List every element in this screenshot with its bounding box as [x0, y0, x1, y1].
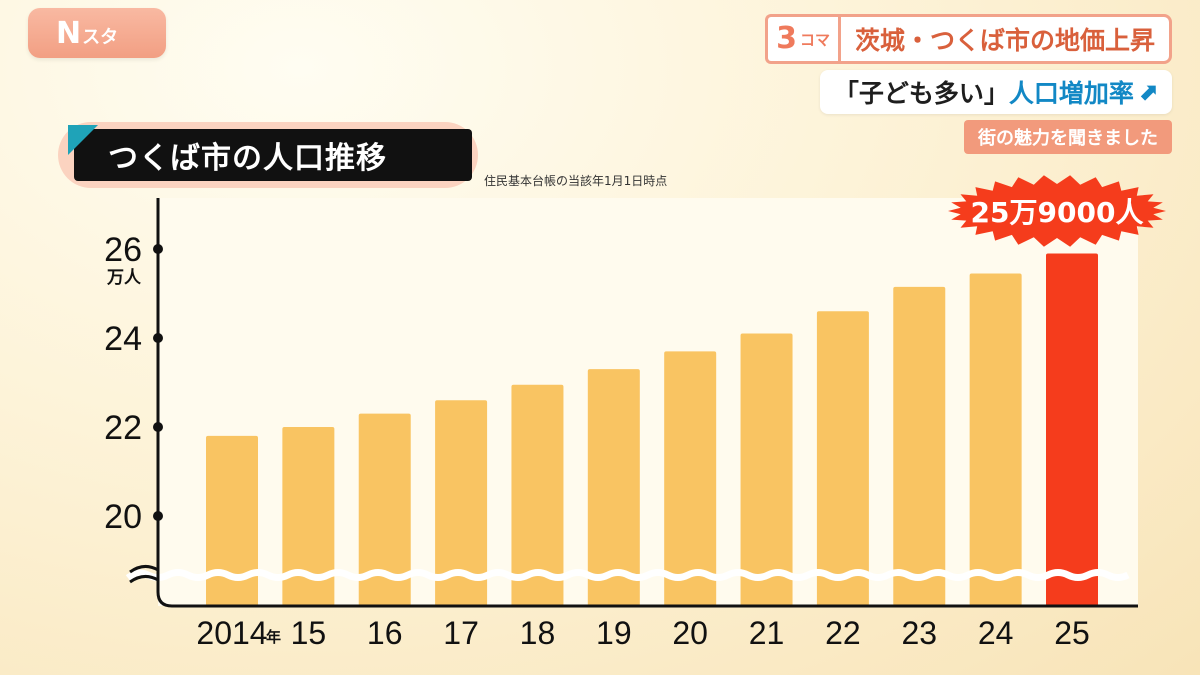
bar-18 [511, 384, 564, 606]
bar-21 [740, 333, 793, 606]
axis-break-wave [125, 569, 1130, 581]
logo-sub: スタ [82, 27, 119, 48]
axis-break-mark-upper [129, 565, 159, 574]
chart-title: つくば市の人口推移 [74, 129, 472, 181]
y-tick-dot-20 [153, 511, 163, 521]
segment-number: 3 [776, 21, 797, 56]
headline-accent: 人口増加率 [1008, 79, 1134, 108]
bar-22 [816, 311, 869, 606]
axis-break-marks [125, 565, 1130, 584]
source-note: 住民基本台帳の当該年1月1日時点 [484, 174, 668, 188]
y-tick-dot-26 [153, 244, 163, 254]
sub-headline: 街の魅力を聞きました [964, 120, 1172, 154]
corner-accent-icon [68, 125, 98, 155]
bar-24 [969, 273, 1022, 606]
x-label-21: 21 [749, 615, 785, 651]
arrow-up-right-icon: ⬈ [1137, 78, 1158, 106]
y-tick-dot-22 [153, 422, 163, 432]
bar-17 [435, 400, 488, 606]
x-label-25: 25 [1054, 615, 1090, 651]
x-label-24: 24 [978, 615, 1014, 651]
y-axis-unit: 万人 [106, 268, 142, 288]
chart-title-plate: つくば市の人口推移 [58, 122, 478, 188]
x-label-19: 19 [596, 615, 632, 651]
bar-25 [1046, 253, 1098, 606]
x-label-year-suffix: 年 [266, 628, 281, 646]
headline-line-1: 茨城・つくば市の地価上昇 [837, 14, 1172, 64]
program-logo: N スタ [28, 8, 166, 58]
headline-row-1: 3 コマ 茨城・つくば市の地価上昇 [765, 14, 1172, 64]
bar-2014 [206, 435, 258, 606]
bar-15 [282, 427, 335, 606]
x-label-2014: 2014 [196, 615, 267, 651]
highlight-value: 25万9000人 [970, 196, 1144, 229]
news-headline: 3 コマ 茨城・つくば市の地価上昇 「子ども多い」 人口増加率 ⬈ 街の魅力を聞… [765, 14, 1172, 154]
bar-23 [893, 286, 946, 606]
x-label-17: 17 [443, 615, 479, 651]
x-label-16: 16 [367, 615, 403, 651]
x-label-22: 22 [825, 615, 861, 651]
chart-axes [156, 198, 1138, 608]
starburst-shape [948, 175, 1166, 247]
y-tick-label-22: 22 [104, 409, 142, 447]
bar-19 [587, 369, 640, 606]
headline-line-2: 「子ども多い」 人口増加率 ⬈ [819, 70, 1172, 114]
y-tick-dot-24 [153, 333, 163, 343]
bar-16 [358, 413, 411, 606]
x-label-18: 18 [520, 615, 556, 651]
bar-20 [664, 351, 717, 606]
segment-tag: 3 コマ [765, 14, 838, 64]
starburst-polygon [948, 175, 1166, 247]
y-tick-label-20: 20 [104, 498, 142, 536]
x-axis-labels: 2014 15 16 17 18 19 20 21 22 23 24 25 年 [196, 615, 1089, 651]
highlight-badge: 25万9000人 [948, 175, 1166, 247]
segment-text: コマ [799, 30, 830, 49]
bars [206, 253, 1098, 606]
x-label-20: 20 [672, 615, 708, 651]
logo-letter: N [56, 15, 81, 51]
x-label-23: 23 [901, 615, 937, 651]
axis-break-mark-lower [129, 575, 159, 584]
x-label-15: 15 [291, 615, 327, 651]
headline-quote: 「子ども多い」 [833, 79, 1009, 108]
y-tick-label-26: 26 [104, 231, 142, 269]
y-tick-label-24: 24 [104, 320, 142, 358]
